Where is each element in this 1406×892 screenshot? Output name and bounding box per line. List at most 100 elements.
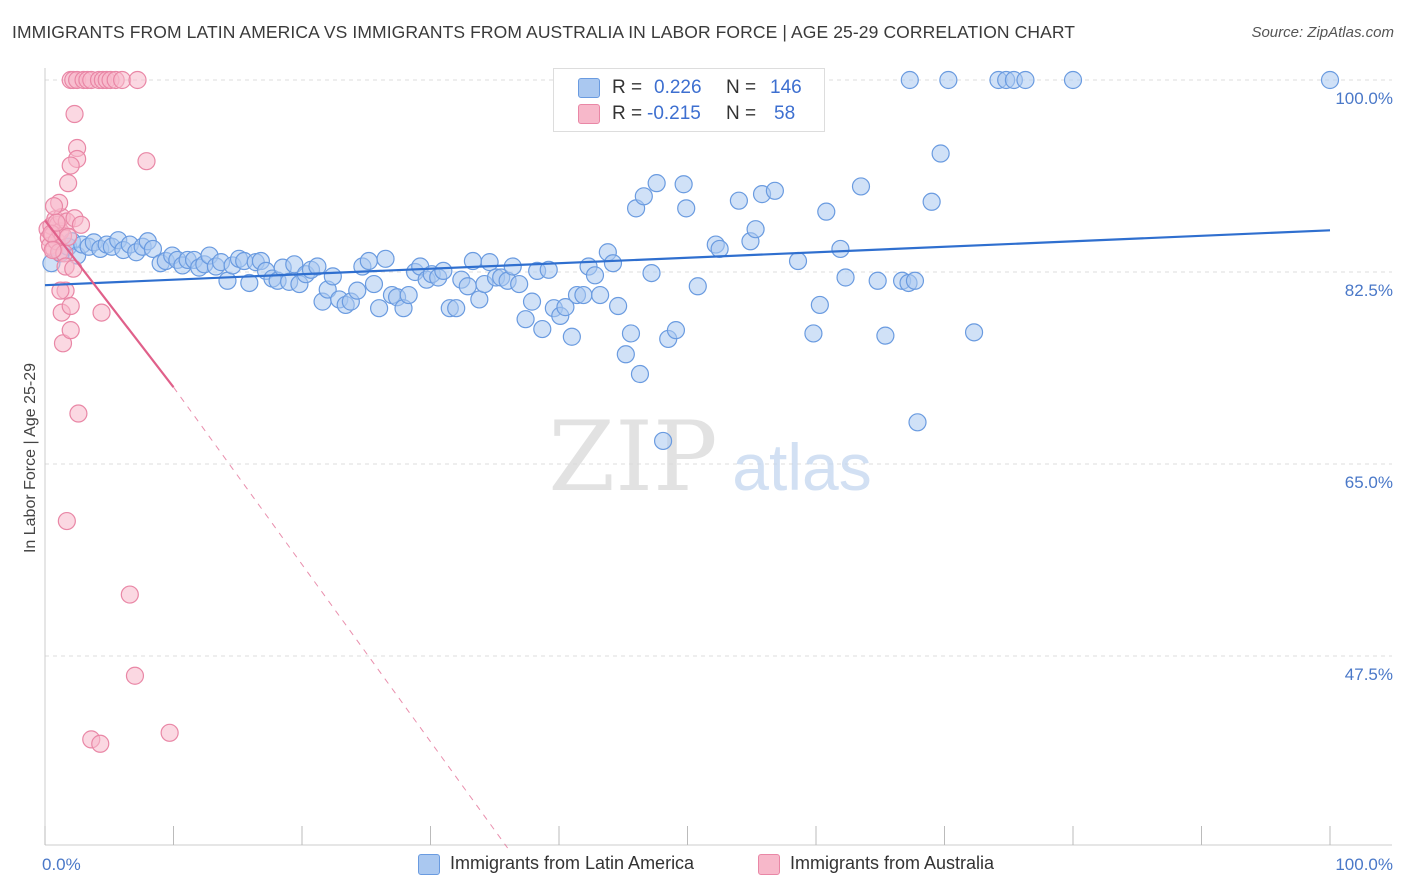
legend-r-value: 0.226 bbox=[654, 77, 702, 98]
y-tick-label: 47.5% bbox=[1345, 665, 1393, 684]
trend-line-latin-america bbox=[44, 229, 1331, 287]
data-point-latin-america bbox=[359, 251, 378, 271]
data-point-latin-america bbox=[510, 274, 529, 294]
data-point-latin-america bbox=[218, 271, 237, 290]
legend-n-value: 146 bbox=[770, 77, 802, 98]
data-point-latin-america bbox=[817, 202, 836, 221]
axes bbox=[44, 68, 1392, 846]
legend-n-value: 58 bbox=[774, 103, 796, 124]
series-australia-points bbox=[38, 70, 179, 753]
legend-r-label: R = bbox=[612, 77, 643, 98]
legend-row-latin-america: R = 0.226 N = 146 bbox=[554, 75, 824, 101]
data-point-latin-america bbox=[1320, 70, 1340, 90]
data-point-latin-america bbox=[539, 260, 558, 279]
data-point-latin-america bbox=[868, 271, 887, 290]
data-point-latin-america bbox=[143, 239, 163, 259]
data-point-latin-america bbox=[458, 277, 477, 296]
data-point-australia bbox=[91, 734, 110, 753]
y-tick-label: 65.0% bbox=[1345, 473, 1393, 492]
data-point-australia bbox=[59, 174, 78, 193]
data-point-latin-america bbox=[616, 345, 635, 364]
data-point-australia bbox=[57, 511, 76, 531]
y-axis-label: In Labor Force | Age 25-29 bbox=[22, 363, 39, 553]
legend-swatch-blue bbox=[418, 854, 440, 875]
legend-label-latin-america: Immigrants from Latin America bbox=[450, 853, 695, 873]
data-point-latin-america bbox=[308, 257, 327, 276]
data-point-latin-america bbox=[556, 298, 575, 317]
data-point-latin-america bbox=[585, 266, 605, 285]
trend-lines bbox=[44, 219, 1331, 849]
data-point-latin-america bbox=[810, 295, 829, 315]
data-point-australia bbox=[160, 723, 179, 742]
y-tick-label: 82.5% bbox=[1345, 281, 1393, 300]
data-point-latin-america bbox=[603, 254, 623, 273]
data-point-australia bbox=[61, 321, 80, 340]
data-point-latin-america bbox=[922, 192, 941, 211]
data-point-latin-america bbox=[642, 263, 661, 283]
data-point-latin-america bbox=[470, 290, 489, 309]
data-point-latin-america bbox=[562, 327, 581, 346]
legend-swatch-pink bbox=[758, 854, 780, 875]
data-point-latin-america bbox=[931, 144, 950, 163]
legend-n-label: N = bbox=[726, 103, 757, 124]
data-point-australia bbox=[61, 156, 80, 175]
y-tick-label: 100.0% bbox=[1335, 89, 1393, 108]
data-point-australia bbox=[92, 303, 111, 322]
data-point-australia bbox=[112, 70, 132, 90]
data-point-latin-america bbox=[939, 70, 958, 90]
data-point-latin-america bbox=[1016, 70, 1035, 90]
data-point-latin-america bbox=[964, 323, 984, 342]
legend-label-australia: Immigrants from Australia bbox=[790, 853, 995, 873]
data-point-latin-america bbox=[516, 310, 535, 329]
data-point-australia bbox=[43, 240, 62, 260]
data-point-latin-america bbox=[836, 268, 855, 287]
data-point-australia bbox=[71, 215, 91, 234]
watermark: ZIP atlas bbox=[548, 401, 871, 513]
legend-n-label: N = bbox=[726, 77, 757, 98]
data-point-latin-america bbox=[376, 249, 395, 268]
data-point-australia bbox=[51, 281, 70, 300]
data-point-latin-america bbox=[522, 292, 542, 311]
legend-r-value: -0.215 bbox=[647, 103, 701, 124]
x-tick-label-min: 0.0% bbox=[42, 855, 81, 874]
gridlines bbox=[45, 79, 1392, 657]
data-point-latin-america bbox=[831, 239, 850, 259]
data-point-latin-america bbox=[323, 267, 342, 286]
data-point-australia bbox=[137, 152, 156, 171]
data-point-australia bbox=[125, 666, 145, 685]
data-point-latin-america bbox=[591, 285, 610, 305]
data-point-australia bbox=[128, 70, 147, 90]
data-point-latin-america bbox=[788, 251, 808, 271]
data-point-latin-america bbox=[533, 319, 552, 339]
data-point-latin-america bbox=[609, 296, 628, 316]
watermark-atlas: atlas bbox=[732, 430, 871, 504]
data-point-latin-america bbox=[348, 281, 367, 300]
series-legend: Immigrants from Latin America Immigrants… bbox=[0, 852, 1406, 878]
data-point-latin-america bbox=[765, 181, 784, 200]
data-point-australia bbox=[120, 585, 139, 604]
data-point-latin-america bbox=[240, 273, 259, 293]
data-point-latin-america bbox=[364, 274, 384, 294]
data-point-latin-america bbox=[674, 175, 693, 194]
data-point-latin-america bbox=[729, 191, 749, 210]
data-point-latin-america bbox=[647, 174, 666, 193]
data-point-latin-america bbox=[1063, 70, 1083, 90]
data-point-latin-america bbox=[804, 324, 823, 343]
data-point-latin-america bbox=[666, 321, 686, 340]
data-point-latin-america bbox=[447, 299, 466, 318]
data-point-australia bbox=[44, 197, 64, 216]
data-point-australia bbox=[64, 259, 83, 278]
legend-swatch-blue bbox=[578, 78, 600, 98]
chart-title: IMMIGRANTS FROM LATIN AMERICA VS IMMIGRA… bbox=[12, 22, 1076, 42]
data-point-latin-america bbox=[621, 324, 641, 343]
data-point-latin-america bbox=[370, 299, 389, 318]
data-point-latin-america bbox=[653, 431, 673, 451]
data-point-latin-america bbox=[908, 413, 927, 432]
data-point-latin-america bbox=[285, 255, 304, 274]
data-point-latin-america bbox=[480, 253, 499, 272]
stats-legend: R = 0.226 N = 146 R = -0.215 N = 58 bbox=[553, 68, 825, 132]
trend-line-australia-extension bbox=[173, 386, 509, 849]
data-point-latin-america bbox=[630, 364, 650, 384]
data-point-latin-america bbox=[900, 70, 919, 90]
watermark-zip: ZIP bbox=[548, 401, 717, 513]
